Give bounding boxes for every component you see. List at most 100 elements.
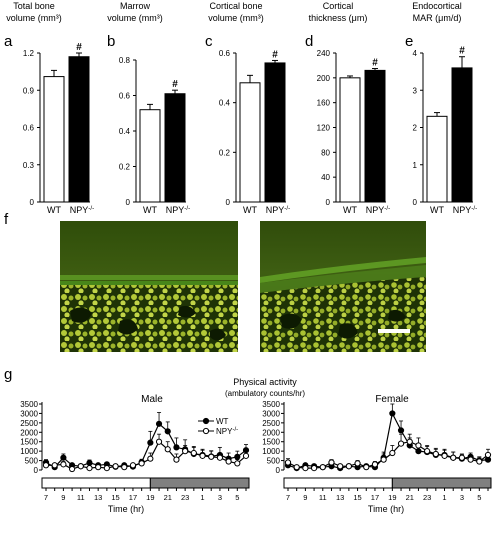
- data-point-npy: [476, 458, 483, 465]
- x-tick-label: 5: [477, 493, 481, 502]
- x-tick-label: 9: [61, 493, 65, 502]
- bar-panels: Total bone volume (mm³) 0 0.3 0.6 0.9 1.2 WT NPY…: [6, 1, 477, 215]
- x-tick-label: NPY-/-: [453, 205, 477, 216]
- data-point-npy: [112, 463, 119, 470]
- bar-wt: [239, 82, 261, 203]
- y-tick-label: 1.2: [23, 49, 35, 58]
- data-point-wt: [234, 453, 241, 460]
- bar-panel-c: Cortical bone volume (mm³) 0 0.2 0.4 0.6 WT NPY…: [208, 1, 290, 215]
- y-tick-label: 2000: [20, 428, 38, 437]
- y-tick-label: 0.6: [23, 124, 35, 133]
- data-point-npy: [389, 449, 396, 457]
- panel-letter-f: f: [4, 211, 9, 228]
- data-point-npy: [406, 438, 413, 445]
- x-tick-label: 17: [371, 493, 379, 502]
- y-tick-label: 0.6: [219, 49, 231, 58]
- x-tick-label: WT: [430, 205, 444, 215]
- x-tick-label: 19: [146, 493, 154, 502]
- bar-npy: [164, 93, 186, 203]
- y-tick-label: 120: [317, 124, 331, 133]
- y-tick-label: 40: [321, 173, 330, 182]
- x-tick-label: WT: [143, 205, 157, 215]
- y-tick-label: 0.2: [219, 148, 231, 157]
- data-point-npy: [182, 448, 189, 455]
- data-point-wt: [164, 428, 171, 435]
- data-point-npy: [225, 458, 232, 465]
- panel-letter-g: g: [4, 366, 12, 383]
- x-tick-label: WT: [243, 205, 257, 215]
- bar-npy: [364, 69, 386, 203]
- micrograph-wt-image: [60, 221, 238, 352]
- data-point-wt: [173, 444, 180, 451]
- panel-title-line: Endocortical: [412, 1, 462, 11]
- data-point-npy: [484, 451, 492, 459]
- data-point-npy: [441, 452, 448, 459]
- data-point-npy: [458, 454, 466, 461]
- x-tick-label: 13: [94, 493, 102, 502]
- x-axis-label: Time (hr): [108, 504, 144, 514]
- data-point-npy: [424, 448, 431, 455]
- x-tick-label: 9: [303, 493, 307, 502]
- x-tick-label: 13: [336, 493, 344, 502]
- y-tick-label: 0.3: [23, 161, 35, 170]
- data-point-npy: [467, 456, 474, 463]
- data-point-npy: [190, 449, 197, 457]
- data-point-npy: [173, 456, 180, 463]
- panel-letter-e: e: [405, 33, 413, 50]
- y-tick-label: 1000: [20, 447, 38, 456]
- y-tick-label: 2: [413, 124, 418, 133]
- data-point-wt: [389, 410, 396, 417]
- bar-wt: [43, 76, 65, 203]
- y-tick-label: 0: [276, 466, 281, 475]
- x-tick-label: 11: [77, 493, 85, 502]
- series-line-wt: [287, 411, 489, 469]
- x-tick-label: NPY-/-: [70, 205, 94, 216]
- data-point-npy: [432, 450, 439, 458]
- data-point-npy: [95, 464, 102, 471]
- y-tick-label: 0.9: [23, 86, 35, 95]
- data-point-npy: [103, 465, 110, 472]
- panel-title-line: MAR (μm/d): [413, 13, 462, 23]
- y-tick-label: 500: [267, 457, 281, 466]
- data-point-npy: [310, 465, 318, 472]
- x-tick-label: 1: [442, 493, 446, 502]
- data-point-npy: [60, 461, 67, 468]
- data-point-npy: [86, 465, 93, 472]
- x-tick-label: 21: [406, 493, 414, 502]
- significance-mark: #: [76, 42, 82, 53]
- data-point-wt: [86, 459, 93, 466]
- y-tick-label: 160: [317, 99, 331, 108]
- data-point-npy: [208, 453, 215, 460]
- y-tick-label: 0.4: [119, 127, 131, 136]
- data-point-npy: [284, 459, 292, 466]
- x-tick-label: NPY-/-: [266, 205, 290, 216]
- bar-wt: [139, 109, 161, 203]
- y-tick-label: 0: [326, 198, 331, 207]
- data-point-npy: [380, 456, 387, 463]
- data-point-wt: [147, 439, 154, 446]
- y-tick-label: 3500: [262, 400, 280, 409]
- panel-letter-d: d: [305, 33, 313, 50]
- panel-title-line: thickness (μm): [309, 13, 368, 23]
- panel-title-line: volume (mm³): [107, 13, 163, 23]
- data-point-npy: [51, 462, 58, 469]
- data-point-npy: [164, 446, 171, 453]
- x-tick-label: NPY-/-: [166, 205, 190, 216]
- subplot-title: Female: [375, 394, 409, 405]
- y-tick-label: 1000: [262, 447, 280, 456]
- significance-mark: #: [272, 49, 278, 60]
- y-tick-label: 0: [413, 198, 418, 207]
- bar-wt: [426, 115, 448, 203]
- panel-title-line: Cortical: [323, 1, 354, 11]
- y-tick-label: 240: [317, 49, 331, 58]
- y-tick-label: 2000: [262, 428, 280, 437]
- x-tick-label: 15: [353, 493, 361, 502]
- panel-title-line: Cortical bone: [209, 1, 262, 11]
- panel-title-line: Marrow: [120, 1, 151, 11]
- bar-panel-d: Cortical thickness (μm) 0 40 80 120 160 200 240 W…: [309, 1, 391, 215]
- x-tick-label: 17: [129, 493, 137, 502]
- data-point-npy: [138, 460, 145, 467]
